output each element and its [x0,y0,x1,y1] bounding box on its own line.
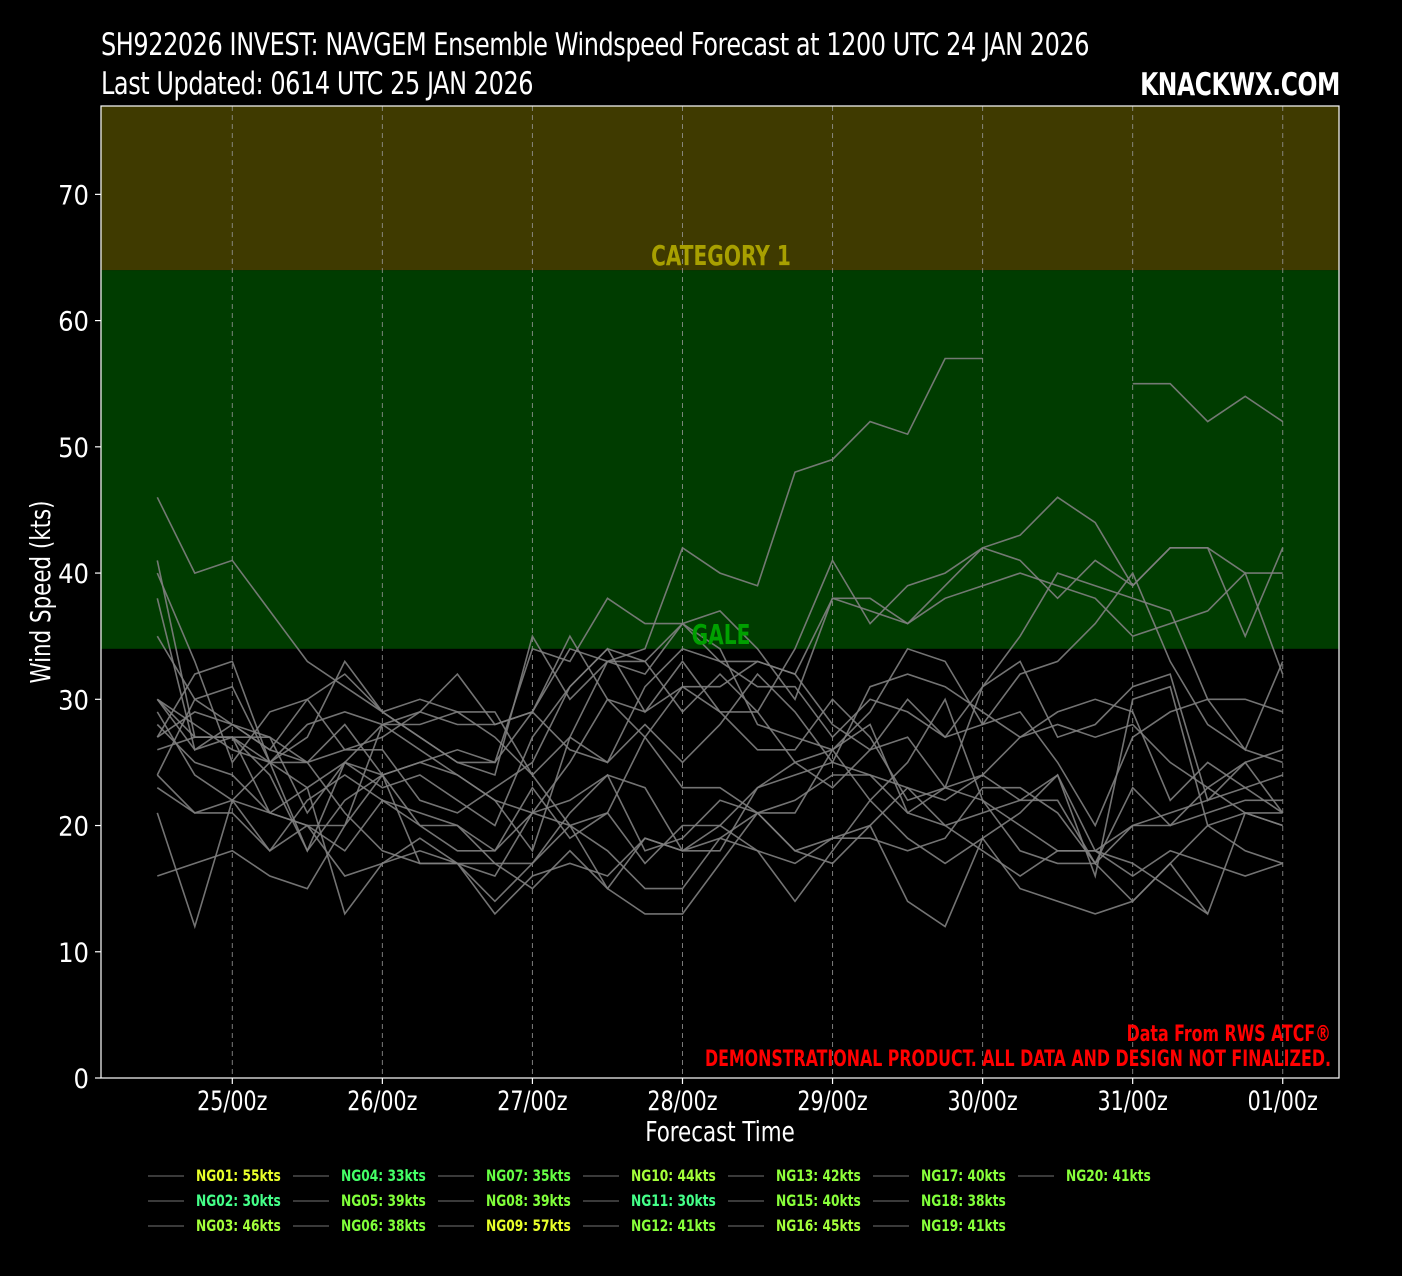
brand-logo-text: KNACKWX.COM [1140,67,1340,103]
legend-swatch [873,1199,909,1202]
legend-swatch [148,1199,184,1202]
legend-swatch [728,1174,764,1177]
legend-label: NG07: 35kts [486,1166,571,1185]
legend-label: NG08: 39kts [486,1191,571,1210]
x-tick-label: 01/00z [1248,1085,1318,1116]
x-axis-label: Forecast Time [645,1116,794,1148]
y-tick-label: 10 [58,938,89,969]
legend-entry: NG02: 30kts [148,1191,296,1210]
legend-swatch [293,1174,329,1177]
legend-entry: NG13: 42kts [728,1166,876,1185]
legend-entry: NG18: 38kts [873,1191,1021,1210]
legend-label: NG09: 57kts [486,1216,571,1235]
data-source-note: Data From RWS ATCF® [1127,1021,1331,1046]
legend-entry: NG08: 39kts [438,1191,586,1210]
legend-entry: NG12: 41kts [583,1216,731,1235]
legend-label: NG17: 40kts [921,1166,1006,1185]
legend-swatch [873,1224,909,1227]
x-tick-label: 29/00z [797,1085,867,1116]
legend-label: NG15: 40kts [776,1191,861,1210]
legend-entry: NG07: 35kts [438,1166,586,1185]
x-tick-label: 25/00z [197,1085,267,1116]
series-line-5 [156,572,1284,814]
series-line-9 [156,672,1283,814]
band-gale [101,270,1339,649]
legend-label: NG03: 46kts [196,1216,281,1235]
legend-label: NG02: 30kts [196,1191,281,1210]
legend-label: NG01: 55kts [196,1166,281,1185]
legend-entry: NG11: 30kts [583,1191,731,1210]
legend-entry: NG15: 40kts [728,1191,876,1210]
band-label: CATEGORY 1 [651,239,791,272]
legend-entry: NG20: 41kts [1018,1166,1166,1185]
legend-label: NG10: 44kts [631,1166,716,1185]
legend-swatch [148,1224,184,1227]
legend-label: NG11: 30kts [631,1191,716,1210]
legend-entry: NG06: 38kts [293,1216,441,1235]
series-line-1 [156,496,1283,777]
chart-title: SH922026 INVEST: NAVGEM Ensemble Windspe… [101,27,1090,63]
legend-entry: NG01: 55kts [148,1166,296,1185]
y-tick-label: 40 [58,559,89,590]
x-tick-label: 26/00z [347,1085,417,1116]
legend-label: NG04: 33kts [341,1166,426,1185]
legend-label: NG20: 41kts [1066,1166,1151,1185]
legend-swatch [438,1199,474,1202]
band-label: GALE [692,617,751,650]
x-tick-label: 27/00z [497,1085,567,1116]
y-tick-label: 50 [58,433,89,464]
x-tick-label: 28/00z [647,1085,717,1116]
legend-swatch [148,1174,184,1177]
y-tick-label: 60 [58,307,89,338]
y-tick-label: 70 [58,180,89,211]
legend-swatch [293,1224,329,1227]
legend-entry: NG09: 57kts [438,1216,586,1235]
series-line-18 [156,685,1283,903]
y-tick-label: 20 [58,812,89,843]
legend-swatch [438,1174,474,1177]
legend-label: NG05: 39kts [341,1191,426,1210]
y-tick-label: 30 [58,685,89,716]
legend-entry: NG16: 45kts [728,1216,876,1235]
legend-label: NG18: 38kts [921,1191,1006,1210]
legend-entry: NG10: 44kts [583,1166,731,1185]
x-tick-label: 30/00z [947,1085,1017,1116]
legend-swatch [293,1199,329,1202]
legend-swatch [583,1174,619,1177]
wind-speed-chart: GALE CATEGORY 1 0 10 20 30 40 50 60 70 25/00z 26/00… [25,105,1340,1149]
legend-label: NG06: 38kts [341,1216,426,1235]
y-axis-label: Wind Speed (kts) [25,500,57,683]
series-line-7 [156,572,1283,828]
legend-label: NG12: 41kts [631,1216,716,1235]
last-updated: Last Updated: 0614 UTC 25 JAN 2026 [101,66,534,102]
legend-entry: NG03: 46kts [148,1216,296,1235]
legend-entry: NG17: 40kts [873,1166,1021,1185]
legend-label: NG16: 45kts [776,1216,861,1235]
y-tick-label: 0 [74,1064,89,1095]
plot-frame [100,105,1340,1079]
disclaimer-note: DEMONSTRATIONAL PRODUCT. ALL DATA AND DE… [705,1046,1331,1071]
legend-label: NG13: 42kts [776,1166,861,1185]
series-line-15 [156,799,1283,930]
series-line-8 [156,635,1284,814]
series-line-2 [156,357,1284,853]
legend-swatch [1018,1174,1054,1177]
legend-entry: NG05: 39kts [293,1191,441,1210]
legend-label: NG19: 41kts [921,1216,1006,1235]
legend-entry: NG19: 41kts [873,1216,1021,1235]
legend-swatch [438,1224,474,1227]
legend-swatch [583,1224,619,1227]
legend-swatch [728,1224,764,1227]
legend-swatch [873,1174,909,1177]
legend-swatch [728,1199,764,1202]
x-tick-label: 31/00z [1098,1085,1168,1116]
legend-swatch [583,1199,619,1202]
legend-entry: NG04: 33kts [293,1166,441,1185]
